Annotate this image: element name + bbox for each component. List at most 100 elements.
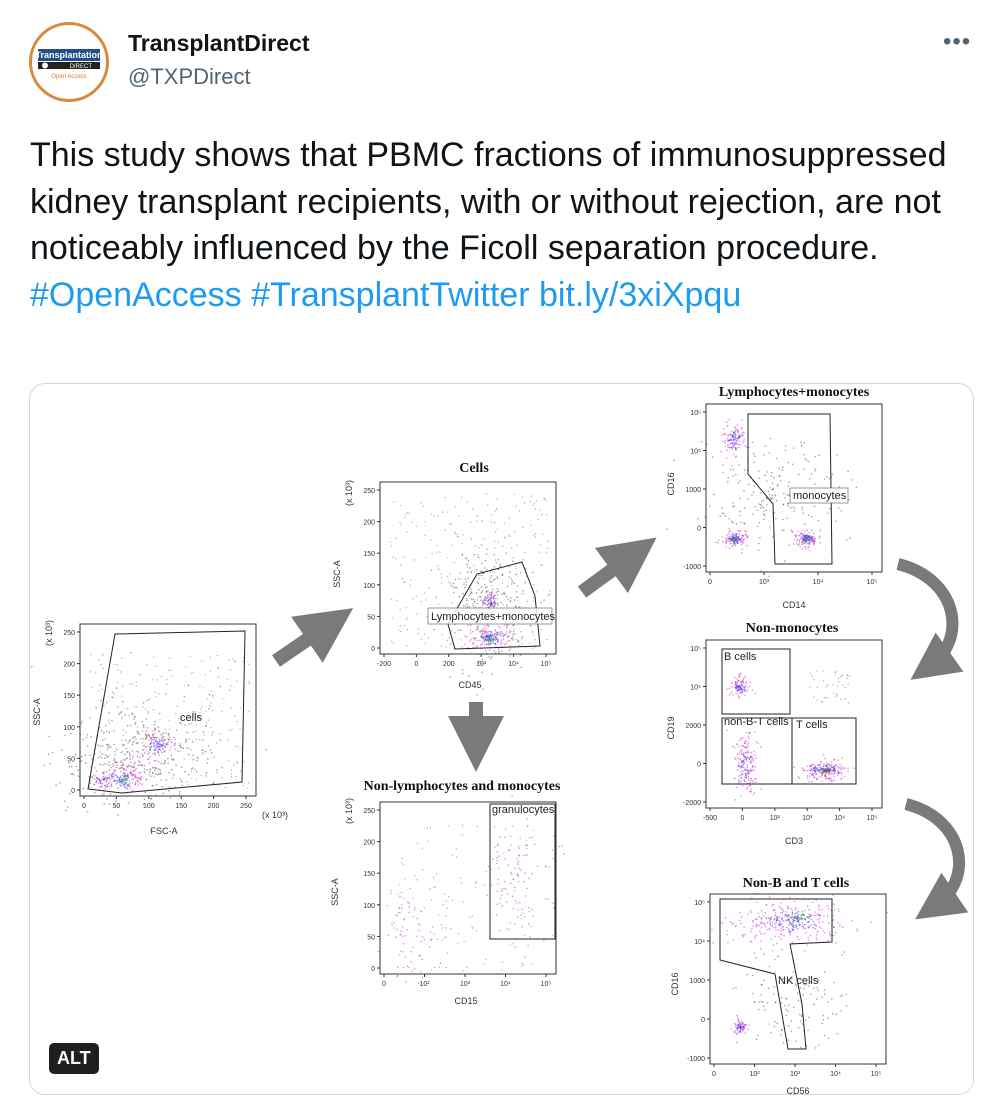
event-dot [825, 770, 828, 772]
event-dot [747, 913, 749, 915]
event-dot [471, 572, 473, 574]
author-handle[interactable]: @TXPDirect [128, 64, 251, 89]
event-dot [506, 640, 509, 643]
more-options-icon[interactable]: ••• [943, 28, 972, 55]
plot6-xlabel: CD56 [786, 1086, 809, 1094]
event-dot [761, 501, 763, 503]
event-dot [86, 733, 89, 736]
event-dot [741, 749, 743, 751]
event-dot [733, 543, 736, 546]
event-dot [522, 912, 524, 914]
event-dot [807, 1016, 810, 1019]
author-name[interactable]: TransplantDirect [128, 30, 310, 56]
event-dot [745, 731, 748, 734]
event-dot [517, 863, 519, 866]
hashtag-transplanttwitter[interactable]: #TransplantTwitter [251, 275, 530, 314]
event-dot [125, 781, 127, 784]
event-dot [798, 777, 801, 780]
event-dot [806, 777, 809, 779]
event-dot [463, 583, 465, 585]
event-dot [188, 773, 190, 776]
event-dot [512, 907, 515, 910]
event-dot [723, 513, 725, 515]
event-dot [424, 534, 426, 536]
event-dot [749, 732, 751, 734]
event-dot [499, 902, 501, 905]
event-dot [485, 630, 487, 633]
event-dot [120, 759, 123, 762]
plot3-ytick: 150 [363, 871, 375, 878]
event-dot [832, 1012, 834, 1015]
alt-text-button[interactable]: ALT [49, 1043, 99, 1074]
event-dot [722, 440, 724, 442]
event-dot [106, 783, 109, 786]
event-dot [803, 535, 806, 538]
event-dot [740, 753, 743, 755]
event-dot [151, 738, 154, 741]
event-dot [142, 702, 145, 704]
avatar[interactable]: Transplantation DIRECT Open Access [29, 22, 109, 102]
event-dot [172, 773, 175, 776]
event-dot [728, 537, 730, 540]
event-dot [840, 771, 842, 774]
event-dot [726, 449, 728, 452]
event-dot [755, 757, 757, 759]
event-dot [809, 993, 812, 996]
event-dot [482, 963, 485, 965]
event-dot [490, 575, 493, 577]
event-dot [523, 916, 526, 918]
event-dot [525, 847, 528, 850]
event-dot [108, 782, 110, 784]
event-dot [820, 771, 822, 773]
tweet-media[interactable]: 0 50 100 150 200 250 0 50 100 150 200 250 -200 0 200 10… [29, 383, 974, 1095]
event-dot [239, 728, 241, 730]
event-dot [721, 512, 724, 514]
event-dot [732, 446, 735, 448]
event-dot [724, 434, 726, 436]
event-dot [800, 532, 803, 535]
event-dot [752, 760, 755, 762]
event-dot [745, 787, 748, 790]
event-dot [454, 586, 457, 589]
event-dot [735, 1033, 738, 1035]
event-dot [248, 663, 250, 665]
event-dot [832, 914, 835, 917]
hashtag-openaccess[interactable]: #OpenAccess [30, 275, 242, 314]
event-dot [90, 735, 92, 738]
tweet-link[interactable]: bit.ly/3xiXpqu [539, 275, 742, 314]
event-dot [515, 605, 517, 608]
event-dot [86, 745, 89, 747]
event-dot [815, 767, 818, 770]
event-dot [515, 638, 517, 641]
event-dot [736, 769, 739, 771]
event-dot [790, 529, 793, 532]
event-dot [489, 595, 492, 597]
event-dot [747, 1028, 749, 1031]
event-dot [724, 445, 727, 447]
event-dot [545, 551, 548, 553]
event-dot [178, 718, 180, 720]
event-dot [480, 544, 483, 546]
event-dot [502, 603, 504, 606]
event-dot [148, 734, 151, 737]
plot3-ytick: 200 [363, 840, 375, 847]
event-dot [503, 858, 506, 860]
event-dot [780, 923, 783, 925]
event-dot [726, 729, 728, 731]
event-dot [753, 754, 756, 757]
event-dot [113, 778, 116, 780]
event-dot [752, 919, 754, 922]
event-dot [520, 918, 523, 920]
event-dot [130, 651, 132, 654]
event-dot [229, 668, 232, 671]
event-dot [739, 443, 741, 446]
event-dot [753, 1001, 756, 1003]
event-dot [801, 922, 804, 924]
event-dot [99, 786, 101, 788]
event-dot [413, 874, 416, 877]
event-dot [752, 758, 755, 760]
event-dot [496, 844, 499, 847]
event-dot [782, 466, 784, 469]
event-dot [801, 1023, 804, 1025]
event-dot [467, 577, 470, 580]
